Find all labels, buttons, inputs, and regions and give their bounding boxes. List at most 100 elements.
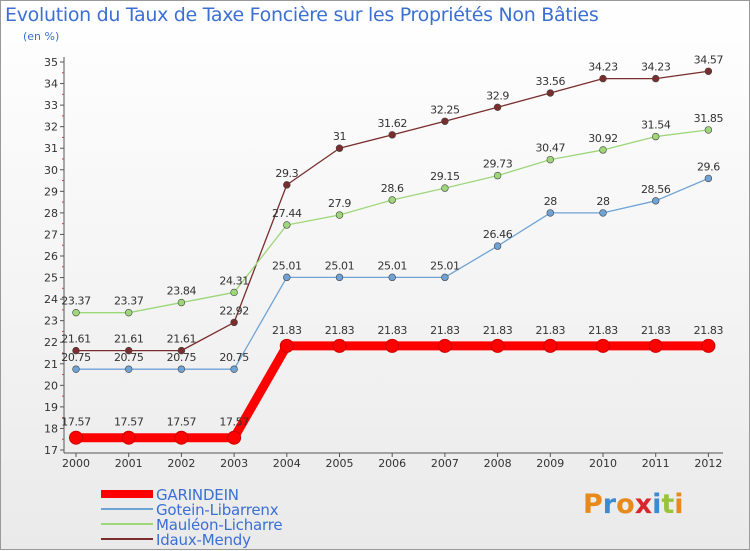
data-label: 21.83	[588, 324, 618, 337]
x-tick-label: 2001	[115, 457, 143, 470]
data-point	[704, 67, 713, 75]
data-label: 23.37	[61, 295, 91, 308]
data-point	[493, 242, 502, 250]
series-idaux-mendy: 21.61 21.61 21.61 22.92 29.3 31 31.62 32.25 32.9…	[61, 53, 724, 355]
data-label: 29.15	[430, 170, 460, 183]
legend-swatch	[101, 508, 153, 510]
y-tick-label: 34	[44, 78, 58, 91]
data-point	[177, 298, 186, 307]
x-tick-label: 2003	[220, 457, 248, 470]
legend-swatch	[101, 523, 153, 525]
data-label: 31	[333, 130, 346, 143]
y-tick-label: 17	[44, 444, 58, 457]
data-point	[493, 103, 502, 111]
data-point	[335, 211, 344, 219]
data-point	[385, 338, 400, 353]
y-tick-label: 35	[44, 56, 58, 69]
series-garindein: 17.57 17.57 17.57 17.57 21.83 21.83 21.83 21.83…	[61, 324, 724, 445]
data-point	[124, 308, 133, 317]
data-point	[283, 221, 291, 229]
data-label: 28	[596, 195, 610, 208]
x-tick-label: 2000	[62, 457, 90, 470]
data-point	[704, 126, 713, 134]
data-label: 28.56	[641, 183, 671, 196]
x-tick-label: 2006	[378, 457, 406, 470]
x-tick-label: 2009	[536, 457, 564, 470]
data-label: 21.83	[325, 324, 355, 337]
data-point	[227, 430, 242, 445]
x-tick-label: 2004	[273, 457, 301, 470]
data-point	[230, 365, 238, 373]
data-label: 31.85	[694, 112, 724, 125]
data-label: 29.73	[483, 158, 513, 171]
data-label: 21.61	[167, 333, 197, 346]
legend-label: Gotein-Libarrenx	[156, 501, 279, 519]
y-tick-label: 26	[44, 250, 58, 263]
data-point	[599, 146, 607, 154]
logo-letter: r	[602, 489, 617, 520]
data-point	[546, 209, 554, 217]
data-label: 21.83	[641, 324, 671, 337]
data-label: 21.83	[483, 324, 513, 337]
data-point	[599, 209, 607, 217]
data-label: 34.57	[694, 53, 724, 66]
data-point	[543, 338, 558, 353]
data-label: 17.57	[114, 416, 144, 429]
legend-swatch	[101, 538, 153, 540]
data-point	[546, 155, 554, 164]
data-point	[493, 171, 502, 180]
data-label: 28	[544, 195, 558, 208]
data-label: 23.37	[114, 295, 144, 308]
data-point	[599, 74, 607, 83]
data-label: 32.9	[486, 89, 509, 102]
logo-letter: o	[616, 489, 635, 520]
data-label: 21.83	[694, 324, 724, 337]
data-label: 17.57	[167, 416, 197, 429]
data-label: 21.83	[272, 324, 302, 337]
y-tick-label: 19	[44, 401, 58, 414]
logo-letter: P	[583, 489, 603, 520]
data-label: 23.84	[167, 285, 197, 298]
data-label: 31.62	[377, 117, 407, 130]
y-tick-label: 21	[44, 358, 58, 371]
logo-letter: i	[674, 489, 684, 520]
data-point	[388, 131, 396, 139]
data-label: 32.25	[430, 103, 460, 116]
logo-letter: x	[634, 489, 653, 520]
data-point	[441, 273, 449, 282]
data-label: 30.92	[588, 132, 618, 145]
data-point	[701, 338, 716, 353]
x-tick-label: 2008	[484, 457, 512, 470]
data-point	[388, 196, 396, 204]
data-point	[651, 197, 660, 205]
data-point	[124, 365, 133, 373]
data-point	[335, 144, 344, 152]
y-tick-label: 28	[44, 207, 58, 220]
data-label: 21.83	[536, 324, 566, 337]
y-tick-label: 33	[44, 99, 58, 112]
y-tick-label: 22	[44, 336, 58, 349]
data-point	[283, 181, 291, 189]
y-tick-label: 24	[44, 293, 58, 306]
data-label: 28.6	[381, 182, 404, 195]
data-label: 21.83	[377, 324, 407, 337]
data-point	[388, 273, 396, 282]
data-point	[121, 430, 136, 445]
chart-title: Evolution du Taux de Taxe Foncière sur l…	[5, 4, 599, 26]
data-point	[177, 346, 186, 355]
data-label: 21.61	[114, 333, 144, 346]
x-tick-label: 2005	[326, 457, 354, 470]
data-point	[596, 338, 610, 353]
data-point	[651, 74, 660, 83]
logo-letter: t	[661, 489, 675, 520]
data-point	[490, 338, 505, 353]
data-label: 17.57	[61, 416, 91, 429]
data-point	[72, 308, 80, 317]
data-label: 20.75	[219, 351, 249, 364]
data-label: 25.01	[377, 259, 407, 272]
data-point	[177, 365, 186, 373]
data-label: 30.47	[536, 142, 566, 155]
data-point	[332, 338, 347, 353]
data-label: 20.75	[61, 351, 91, 364]
